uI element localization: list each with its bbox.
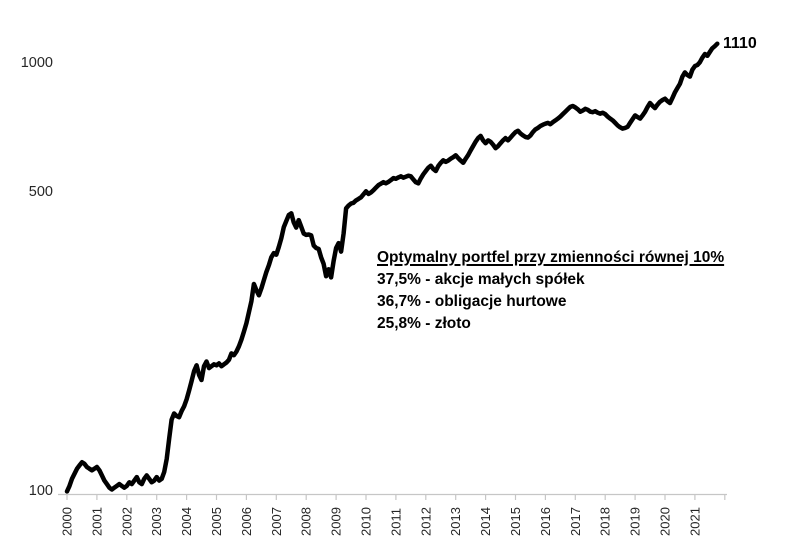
- x-axis-tick-label: 2010: [359, 507, 374, 536]
- portfolio-value-line: [64, 41, 720, 494]
- x-axis-tick-label: 2001: [89, 507, 104, 536]
- annotation-line-bonds: 36,7% - obligacje hurtowe: [377, 293, 567, 310]
- x-axis-tick-label: 2019: [628, 507, 643, 536]
- x-axis-tick-label: 2021: [687, 507, 702, 536]
- annotation-line-small-caps: 37,5% - akcje małych spółek: [377, 271, 585, 288]
- x-axis-tick-label: 2006: [239, 507, 254, 536]
- x-axis-tick-label: 2000: [60, 507, 75, 536]
- annotation-line-gold: 25,8% - złoto: [377, 315, 471, 332]
- series-end-value-label: 1110: [723, 35, 757, 52]
- y-axis-tick-label-500: 500: [28, 184, 53, 200]
- x-axis-tick-label: 2003: [149, 507, 164, 536]
- x-axis-tick-label: 2014: [478, 507, 493, 536]
- x-axis-tick-label: 2004: [179, 507, 194, 536]
- portfolio-annotation: Optymalny portfel przy zmienności równej…: [377, 247, 724, 335]
- x-axis-tick-label: 2008: [299, 507, 314, 536]
- y-axis-tick-label-100: 100: [28, 483, 53, 499]
- x-axis-tick-label: 2013: [448, 507, 463, 536]
- x-axis-tick-label: 2011: [388, 508, 403, 536]
- x-axis-tick-label: 2018: [598, 507, 613, 536]
- x-axis-tick-label: 2009: [329, 507, 344, 536]
- x-axis-tick-label: 2015: [508, 507, 523, 536]
- x-axis-tick-label: 2007: [269, 507, 284, 536]
- x-axis-tick-label: 2020: [658, 507, 673, 536]
- y-axis-tick-label-1000: 1000: [20, 55, 53, 71]
- x-axis-tick-label: 2012: [418, 507, 433, 536]
- x-axis-tick-label: 2017: [568, 507, 583, 536]
- x-axis-tick-label: 2005: [209, 507, 224, 536]
- annotation-title: Optymalny portfel przy zmienności równej…: [377, 249, 725, 266]
- x-axis-tick-label: 2016: [538, 507, 553, 536]
- x-axis-tick-label: 2002: [119, 507, 134, 536]
